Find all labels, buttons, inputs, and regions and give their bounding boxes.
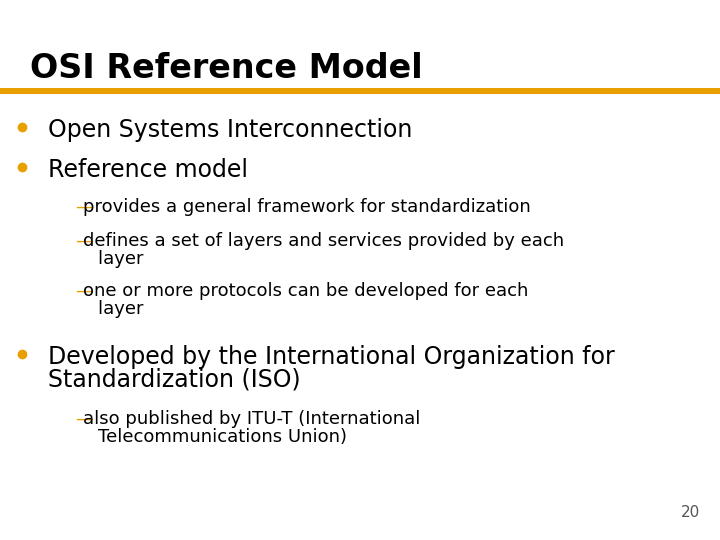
Text: —: —: [75, 410, 93, 428]
Text: layer: layer: [75, 250, 143, 268]
Text: defines a set of layers and services provided by each: defines a set of layers and services pro…: [84, 232, 564, 250]
Text: Standardization (ISO): Standardization (ISO): [48, 368, 301, 392]
Text: layer: layer: [75, 300, 143, 318]
Text: also published by ITU-T (International: also published by ITU-T (International: [84, 410, 420, 428]
Text: —: —: [75, 282, 93, 300]
Text: Reference model: Reference model: [48, 158, 248, 182]
Text: OSI Reference Model: OSI Reference Model: [30, 52, 423, 85]
Text: Telecommunications Union): Telecommunications Union): [75, 428, 347, 446]
Text: Developed by the International Organization for: Developed by the International Organizat…: [48, 345, 615, 369]
Bar: [0, 88, 720, 94]
Text: provides a general framework for standardization: provides a general framework for standar…: [84, 198, 531, 216]
Text: —: —: [75, 198, 93, 216]
Text: one or more protocols can be developed for each: one or more protocols can be developed f…: [84, 282, 528, 300]
Text: —: —: [75, 232, 93, 250]
Text: 20: 20: [680, 505, 700, 520]
Text: Open Systems Interconnection: Open Systems Interconnection: [48, 118, 413, 142]
